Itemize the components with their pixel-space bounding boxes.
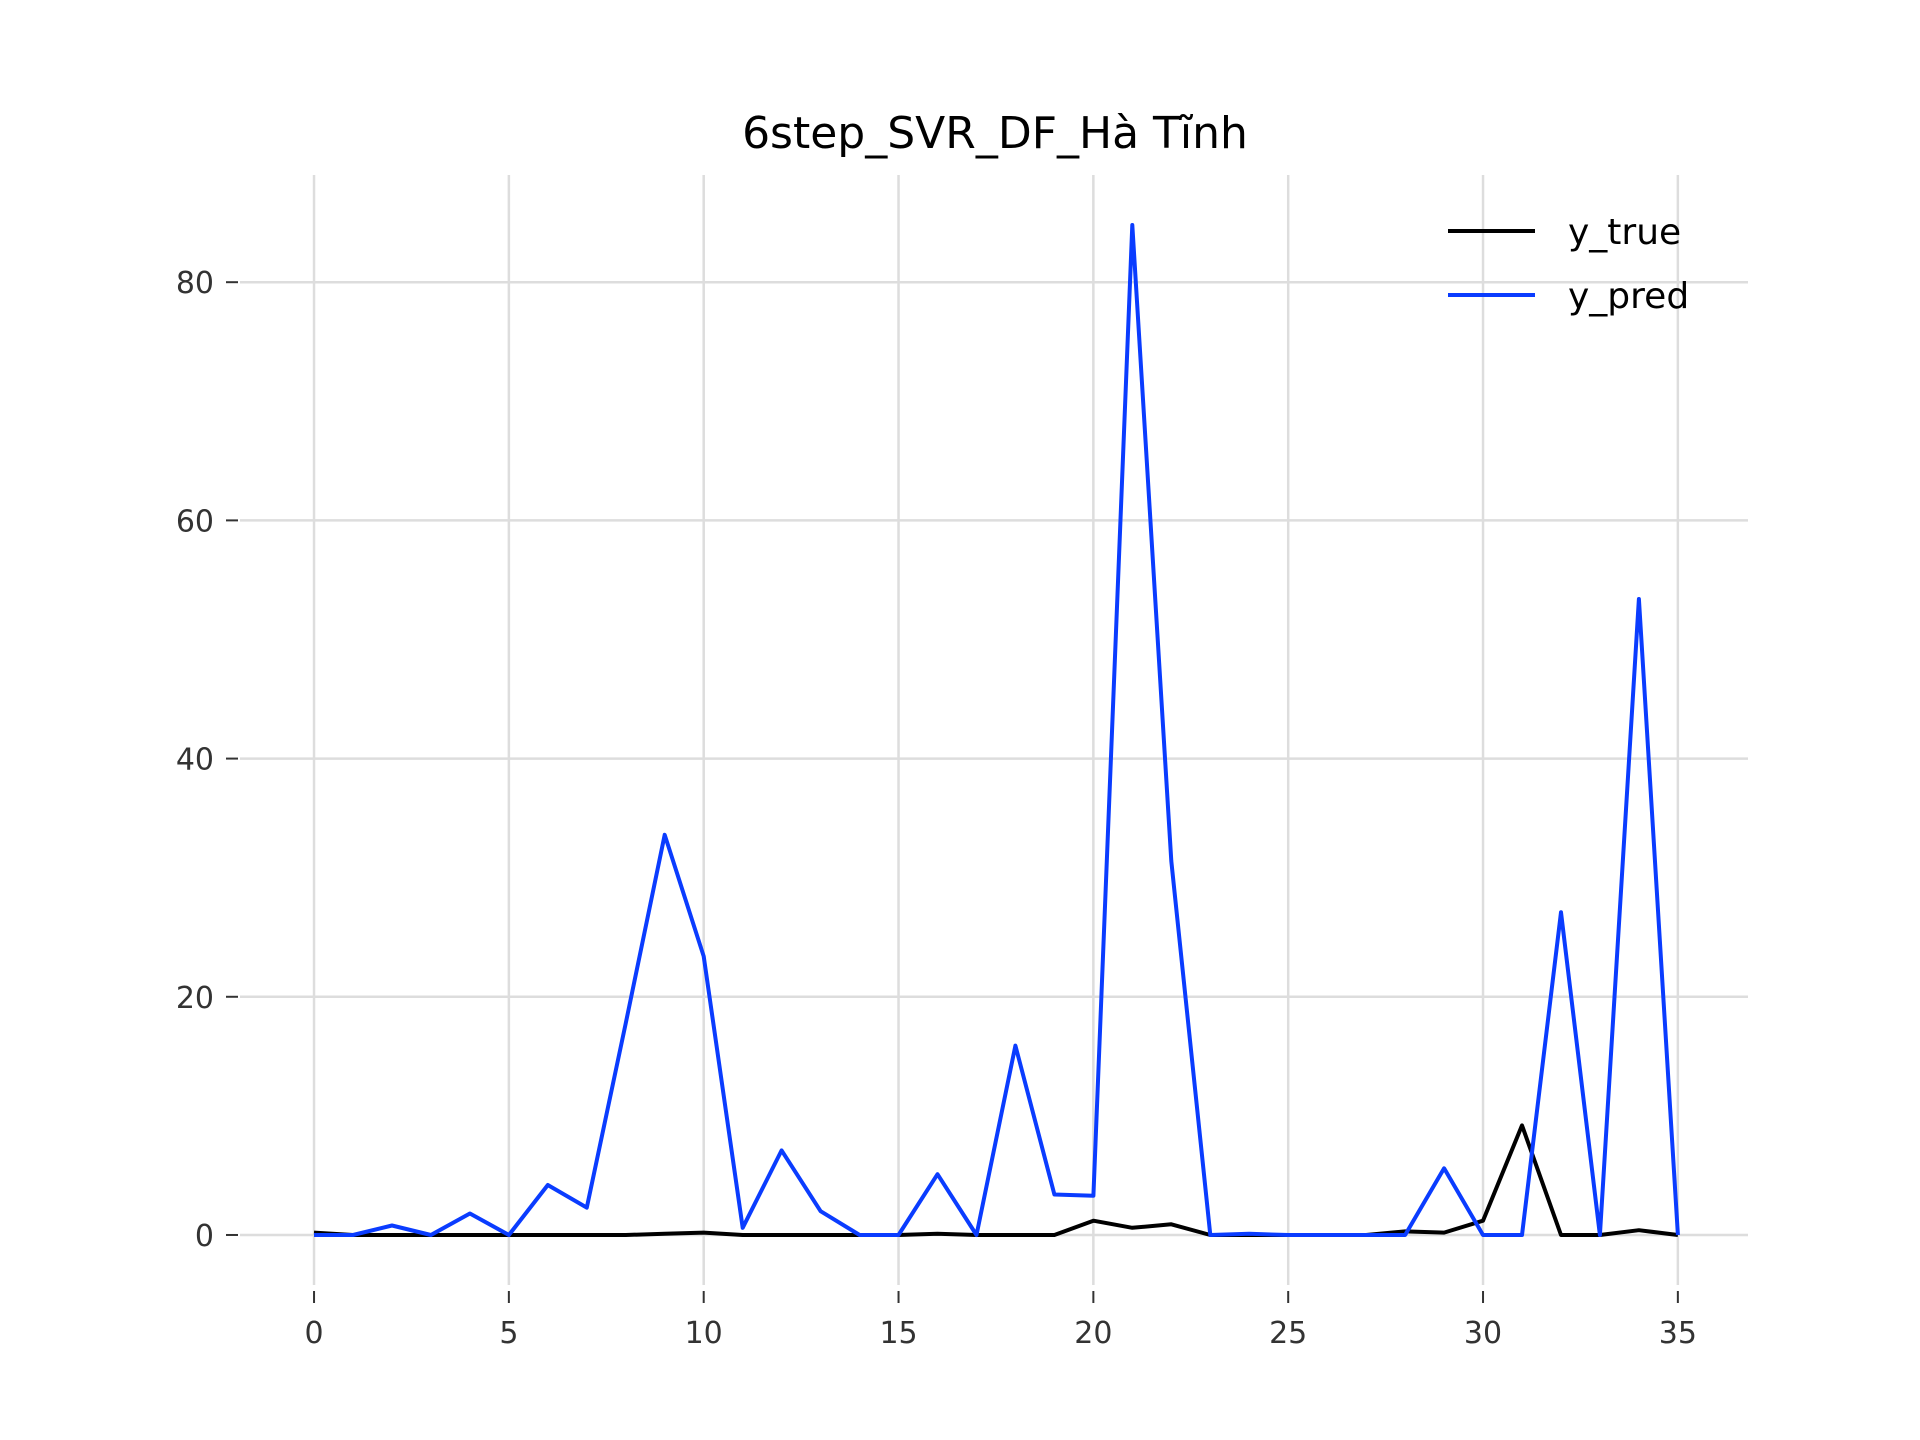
series-line-y-true [313,1123,1679,1237]
y-tick-label: 20 [176,981,214,1016]
y-tick-label: 80 [176,266,214,301]
x-tick-label: 0 [304,1316,323,1351]
grid [240,175,1748,1285]
series-line-y-pred [314,223,1680,1237]
x-tick-label: 20 [1074,1316,1112,1351]
legend-label-y-pred: y_pred [1568,276,1689,317]
legend: y_true y_pred [1448,212,1689,317]
y-tick-label: 60 [176,504,214,539]
legend-label-y-true: y_true [1568,212,1681,253]
x-tick-label: 10 [685,1316,723,1351]
x-tick-label: 15 [879,1316,917,1351]
x-tick-label: 35 [1659,1316,1697,1351]
chart-title: 6step_SVR_DF_Hà Tĩnh [742,108,1248,159]
x-tick-label: 5 [499,1316,518,1351]
x-tick-label: 25 [1269,1316,1307,1351]
axis-ticks: 0 5 10 15 20 25 30 35 0 20 40 60 80 [176,266,1697,1351]
y-tick-label: 40 [176,743,214,778]
x-tick-label: 30 [1464,1316,1502,1351]
y-tick-label: 0 [195,1219,214,1254]
series-lines [313,223,1680,1237]
